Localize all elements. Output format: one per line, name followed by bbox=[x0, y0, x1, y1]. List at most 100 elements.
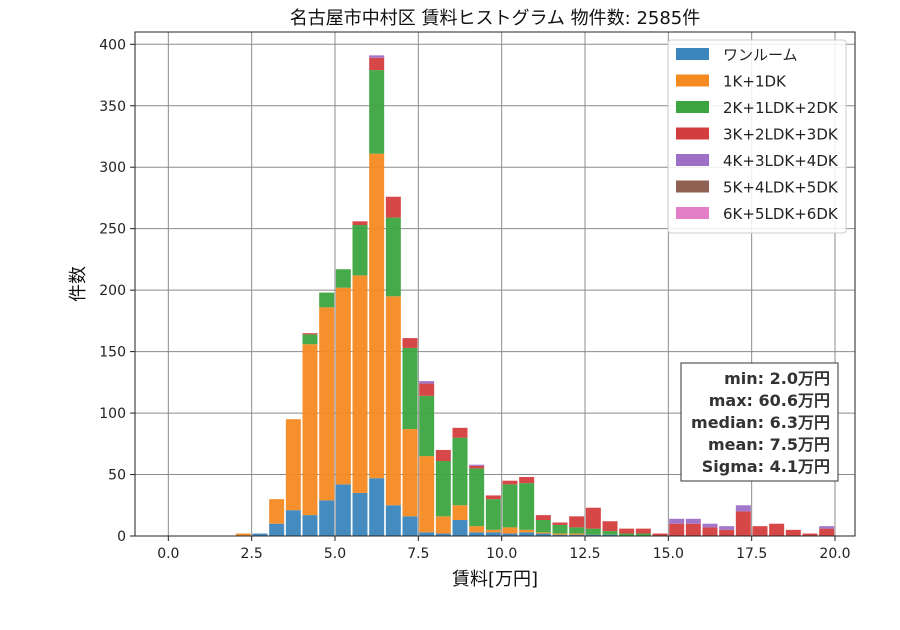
bar-segment bbox=[302, 344, 318, 516]
bar-segment bbox=[619, 533, 635, 536]
bar-segment bbox=[519, 483, 535, 530]
bar-segment bbox=[535, 532, 551, 534]
y-tick-label: 250 bbox=[99, 222, 126, 238]
x-tick-label: 12.5 bbox=[569, 546, 600, 562]
bar-segment bbox=[669, 518, 685, 524]
bar-segment bbox=[535, 533, 551, 536]
x-tick-label: 2.5 bbox=[241, 546, 263, 562]
bar-segment bbox=[519, 532, 535, 536]
y-tick-label: 50 bbox=[108, 468, 126, 484]
bar-segment bbox=[419, 456, 435, 533]
bars bbox=[235, 55, 835, 536]
bar-segment bbox=[369, 153, 385, 479]
bar-segment bbox=[519, 476, 535, 484]
bar-segment bbox=[319, 292, 335, 308]
legend-swatch bbox=[676, 180, 709, 193]
x-tick-label: 20.0 bbox=[819, 546, 850, 562]
bar-segment bbox=[585, 534, 601, 536]
stats-max: max: 60.6万円 bbox=[709, 391, 830, 410]
bar-segment bbox=[435, 533, 451, 536]
bar-segment bbox=[585, 507, 601, 529]
bar-segment bbox=[685, 518, 701, 524]
bar-segment bbox=[585, 528, 601, 535]
bar-segment bbox=[435, 516, 451, 534]
legend-swatch bbox=[676, 154, 709, 166]
bar-segment bbox=[602, 531, 618, 535]
legend-label: 5K+4LDK+5DK bbox=[723, 179, 839, 197]
bar-segment bbox=[369, 70, 385, 154]
bar-segment bbox=[402, 516, 418, 536]
x-tick-label: 5.0 bbox=[324, 546, 346, 562]
y-tick-label: 0 bbox=[117, 529, 126, 545]
legend-swatch bbox=[676, 127, 709, 140]
stats-box: min: 2.0万円 max: 60.6万円 median: 6.3万円 mea… bbox=[680, 362, 839, 482]
stats-mean: mean: 7.5万円 bbox=[708, 435, 830, 454]
bar-segment bbox=[719, 529, 735, 536]
bar-segment bbox=[419, 532, 435, 536]
x-axis-ticks: 0.0 2.5 5.0 7.5 10.0 12.5 15.0 17.5 20.0 bbox=[157, 536, 851, 562]
bar-segment bbox=[685, 523, 701, 536]
bar-segment bbox=[735, 505, 751, 512]
x-axis-title: 賃料[万円] bbox=[452, 569, 538, 590]
bar-segment bbox=[335, 484, 351, 536]
legend-label: 6K+5LDK+6DK bbox=[723, 205, 839, 223]
bar-segment bbox=[669, 523, 685, 536]
bar-segment bbox=[469, 532, 485, 536]
bar-segment bbox=[369, 55, 385, 58]
legend-label: 3K+2LDK+3DK bbox=[723, 126, 839, 144]
bar-segment bbox=[819, 526, 835, 529]
bar-segment bbox=[719, 526, 735, 530]
bar-segment bbox=[502, 527, 518, 534]
y-axis-title: 件数 bbox=[68, 266, 89, 302]
y-axis-ticks: 0 50 100 150 200 250 300 350 400 bbox=[99, 37, 135, 545]
bar-segment bbox=[702, 527, 718, 536]
bar-segment bbox=[635, 533, 651, 536]
x-tick-label: 0.0 bbox=[157, 546, 179, 562]
bar-segment bbox=[552, 522, 568, 525]
bar-segment bbox=[535, 520, 551, 533]
bar-segment bbox=[385, 196, 401, 218]
bar-segment bbox=[602, 534, 618, 536]
y-tick-label: 150 bbox=[99, 345, 126, 361]
legend-swatch bbox=[676, 207, 709, 219]
bar-segment bbox=[552, 534, 568, 536]
legend-swatch bbox=[676, 74, 709, 87]
bar-segment bbox=[485, 499, 501, 530]
bar-segment bbox=[619, 528, 635, 534]
x-tick-label: 15.0 bbox=[653, 546, 684, 562]
bar-segment bbox=[569, 516, 585, 528]
legend-swatch bbox=[676, 101, 709, 113]
stats-min: min: 2.0万円 bbox=[724, 369, 830, 388]
plot-frame bbox=[134, 31, 856, 537]
bar-segment bbox=[385, 505, 401, 536]
y-tick-label: 200 bbox=[99, 283, 126, 299]
bar-segment bbox=[435, 461, 451, 517]
bar-segment bbox=[485, 529, 501, 533]
chart-title: 名古屋市中村区 賃料ヒストグラム 物件数: 2585件 bbox=[290, 8, 701, 29]
bar-segment bbox=[352, 224, 368, 276]
stats-sigma: Sigma: 4.1万円 bbox=[702, 457, 830, 476]
bar-segment bbox=[319, 307, 335, 501]
bar-segment bbox=[285, 419, 301, 511]
bar-segment bbox=[519, 529, 535, 533]
bar-segment bbox=[469, 465, 485, 469]
bar-segment bbox=[419, 383, 435, 396]
bar-segment bbox=[635, 528, 651, 534]
bar-segment bbox=[385, 296, 401, 506]
bar-segment bbox=[285, 510, 301, 536]
bar-segment bbox=[552, 533, 568, 535]
bar-segment bbox=[335, 287, 351, 485]
bar-segment bbox=[402, 429, 418, 517]
bar-segment bbox=[819, 528, 835, 536]
bar-segment bbox=[302, 334, 318, 345]
bar-segment bbox=[452, 427, 468, 438]
bar-segment bbox=[402, 338, 418, 348]
y-tick-label: 350 bbox=[99, 99, 126, 115]
y-tick-label: 400 bbox=[99, 37, 126, 53]
x-tick-label: 17.5 bbox=[736, 546, 767, 562]
bar-segment bbox=[419, 395, 435, 457]
bar-segment bbox=[252, 533, 268, 536]
bar-segment bbox=[402, 347, 418, 430]
legend-swatch bbox=[676, 48, 709, 60]
